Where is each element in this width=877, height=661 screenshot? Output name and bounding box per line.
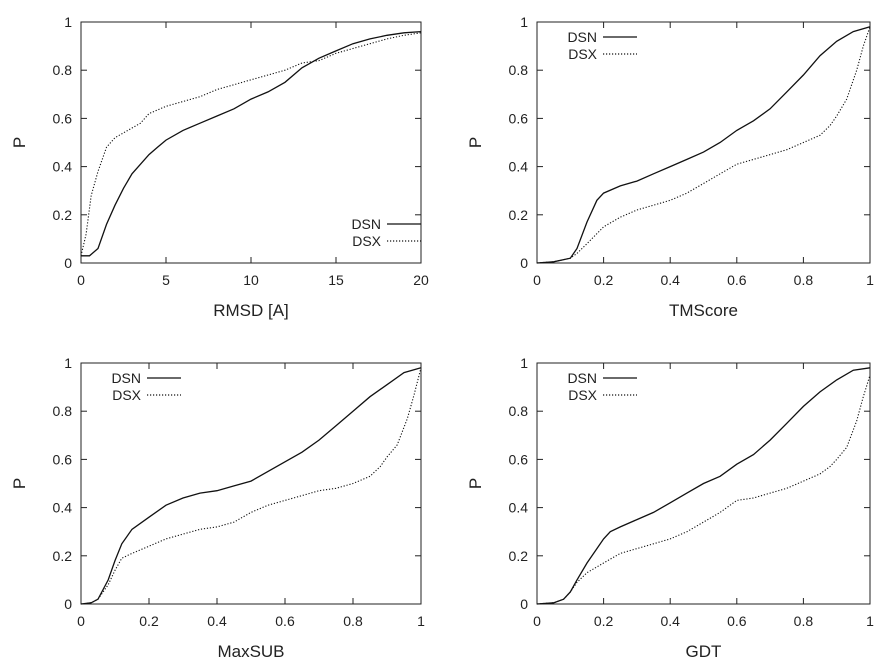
x-tick-label: 1 xyxy=(417,613,425,629)
y-tick-label: 1 xyxy=(64,355,72,371)
chart-panel-2: 0 0.2 0.4 0.6 0.8 1 0 0.2 0.4 0.6 0.8 1 TMScore P DSND… xyxy=(466,14,874,320)
x-tick-label: 0.8 xyxy=(343,613,363,629)
x-tick-label: 10 xyxy=(243,272,259,288)
y-tick-label: 0 xyxy=(64,596,72,612)
y-tick-label: 0.8 xyxy=(509,62,529,78)
y-axis-label: P xyxy=(466,137,485,148)
legend-label-dsx: DSX xyxy=(112,387,141,403)
x-tick-label: 0 xyxy=(77,613,85,629)
x-tick-label: 0.6 xyxy=(727,272,747,288)
y-tick-label: 1 xyxy=(64,14,72,30)
x-tick-label: 0 xyxy=(533,272,541,288)
y-tick-label: 0.6 xyxy=(53,110,73,126)
x-tick-label: 1 xyxy=(866,613,874,629)
x-axis-label: TMScore xyxy=(669,301,738,320)
y-tick-label: 0 xyxy=(520,255,528,271)
y-tick-label: 0.6 xyxy=(509,110,529,126)
x-tick-label: 0 xyxy=(533,613,541,629)
x-tick-label: 20 xyxy=(413,272,429,288)
plot-frame xyxy=(536,362,871,605)
series-line-dsx xyxy=(80,32,422,256)
x-tick-label: 5 xyxy=(162,272,170,288)
x-tick-label: 0.2 xyxy=(594,613,614,629)
x-tick-label: 0.6 xyxy=(275,613,295,629)
x-tick-label: 0.8 xyxy=(794,613,814,629)
legend-label-dsx: DSX xyxy=(352,233,381,249)
y-tick-label: 0.6 xyxy=(509,451,529,467)
legend-label-dsn: DSN xyxy=(567,29,597,45)
x-tick-label: 0.2 xyxy=(139,613,159,629)
x-tick-label: 0.8 xyxy=(794,272,814,288)
y-tick-label: 0.6 xyxy=(53,451,73,467)
x-tick-label: 1 xyxy=(866,272,874,288)
y-tick-label: 0 xyxy=(520,596,528,612)
y-tick-label: 0.2 xyxy=(53,548,73,564)
series-line-dsn xyxy=(536,367,871,605)
x-tick-label: 0.4 xyxy=(660,272,680,288)
x-tick-label: 0.4 xyxy=(207,613,227,629)
plot-frame xyxy=(536,21,871,264)
x-axis-label: MaxSUB xyxy=(217,642,284,661)
y-tick-label: 0.4 xyxy=(509,500,529,516)
y-axis-label: P xyxy=(10,137,29,148)
y-tick-label: 1 xyxy=(520,355,528,371)
plot-frame xyxy=(80,362,422,605)
x-tick-label: 0.6 xyxy=(727,613,747,629)
series-line-dsn xyxy=(80,367,422,605)
y-tick-label: 0.4 xyxy=(53,159,73,175)
x-tick-label: 15 xyxy=(328,272,344,288)
y-tick-label: 0.8 xyxy=(53,62,73,78)
y-axis-label: P xyxy=(466,478,485,489)
x-tick-label: 0 xyxy=(77,272,85,288)
x-tick-label: 0.2 xyxy=(594,272,614,288)
y-tick-label: 0.2 xyxy=(509,548,529,564)
y-tick-label: 1 xyxy=(520,14,528,30)
series-line-dsx xyxy=(80,367,422,605)
legend-label-dsn: DSN xyxy=(111,370,141,386)
x-axis-label: GDT xyxy=(686,642,722,661)
y-tick-label: 0.4 xyxy=(509,159,529,175)
legend-label-dsn: DSN xyxy=(351,216,381,232)
y-tick-label: 0.2 xyxy=(53,207,73,223)
legend-label-dsx: DSX xyxy=(568,387,597,403)
legend-label-dsn: DSN xyxy=(567,370,597,386)
y-axis-label: P xyxy=(10,478,29,489)
y-tick-label: 0 xyxy=(64,255,72,271)
x-axis-label: RMSD [A] xyxy=(213,301,289,320)
series-line-dsn xyxy=(536,26,871,264)
legend-label-dsx: DSX xyxy=(568,46,597,62)
chart-panel-3: 0 0.2 0.4 0.6 0.8 1 0 0.2 0.4 0.6 0.8 1 MaxSUB P DSNDS… xyxy=(10,355,425,661)
y-tick-label: 0.8 xyxy=(53,403,73,419)
y-tick-label: 0.4 xyxy=(53,500,73,516)
series-line-dsn xyxy=(81,30,422,257)
x-tick-label: 0.4 xyxy=(660,613,680,629)
series-line-dsx xyxy=(536,374,871,605)
y-tick-label: 0.2 xyxy=(509,207,529,223)
series-line-dsx xyxy=(536,26,871,264)
y-tick-label: 0.8 xyxy=(509,403,529,419)
